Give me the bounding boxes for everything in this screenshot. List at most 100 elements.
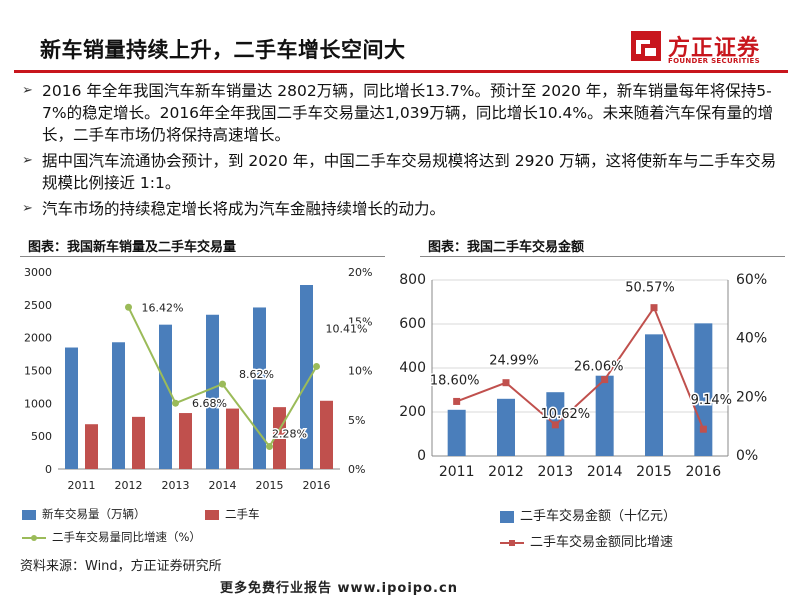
y-tick-label: 2500 [24,299,52,312]
line-point [125,303,132,311]
chart2-title-rule [420,256,785,257]
line-point [601,376,609,384]
line-point [313,362,320,370]
legend-line-marker [22,534,46,541]
legend-label: 新车交易量（万辆） [42,507,146,521]
legend-line-marker [500,539,524,546]
page-title: 新车销量持续上升，二手车增长空间大 [40,38,406,62]
y-tick-label: 3000 [24,266,52,279]
x-tick-label: 2014 [587,464,623,480]
chart-new-and-used-volume: 0 500 1000 1500 2000 2500 3000 0% 5% 10% 15% 20% 201… [24,266,372,492]
legend-swatch [22,509,36,520]
legend-label: 二手车交易量同比增速（%） [52,530,201,544]
y-tick-label: 2000 [24,332,52,345]
data-label: 24.99% [489,354,539,369]
bullet-item: ➢ 汽车市场的持续稳定增长将成为汽车金融持续增长的动力。 [20,198,780,220]
bullet-text: 2016 年全年我国汽车新车销量达 2802万辆，同比增长13.7%。预计至 2… [42,82,774,144]
bar [132,416,145,469]
y2-tick-label: 60% [736,272,767,288]
line-point [551,421,559,429]
bar [85,424,98,469]
bar [300,285,313,469]
y-tick-label: 800 [400,272,426,288]
arrow-bullet-icon: ➢ [22,83,33,98]
line-point [650,304,658,312]
series-line [127,306,318,449]
y2-tick-label: 0% [736,448,758,464]
x-tick-label: 2013 [538,464,574,480]
bar [206,314,219,469]
data-label: 10.62% [541,407,591,422]
x-tick-label: 2013 [162,479,190,492]
bar [447,409,466,456]
chart1-title: 图表：我国新车销量及二手车交易量 [28,240,237,255]
y-tick-label: 0 [417,448,426,464]
arrow-bullet-icon: ➢ [22,201,33,216]
x-tick-label: 2011 [439,464,475,480]
y2-tick-label: 40% [736,331,767,347]
bar [320,400,333,469]
line-point [266,443,273,451]
line-point [699,425,707,433]
footer-text: 更多免费行业报告 www.ipoipo.cn [220,581,458,596]
legend-swatch [205,509,219,520]
legend-used-car: 二手车 [205,506,260,522]
x-tick-label: 2011 [68,479,96,492]
bar [159,324,172,469]
series-line [456,305,705,430]
x-tick-label: 2014 [209,479,237,492]
y2-tick-label: 5% [348,414,365,427]
arrow-bullet-icon: ➢ [22,153,33,168]
legend-label: 二手车 [225,507,260,521]
legend-used-value: 二手车交易金额（十亿元） [500,505,676,524]
data-label: 9.14% [691,393,732,408]
bar [112,342,125,469]
logo-text-en: FOUNDER SECURITIES [668,57,760,65]
y-tick-label: 1500 [24,365,52,378]
header-rule [14,70,788,73]
bullet-text: 据中国汽车流通协会预计，到 2020 年，中国二手车交易规模将达到 2920 万… [42,152,777,192]
line-point [172,399,179,407]
y2-tick-label: 0% [348,463,365,476]
brand-logo: 方正证券 FOUNDER SECURITIES [630,28,780,72]
bar [65,347,78,469]
bar [595,375,614,456]
logo-icon [631,31,661,61]
source-note: 资料来源：Wind，方正证券研究所 [20,559,222,574]
bar [253,307,266,469]
data-label: 18.60% [430,373,480,388]
x-tick-label: 2012 [488,464,524,480]
legend-new-car: 新车交易量（万辆） [22,506,146,522]
logo-text-cn: 方正证券 [668,36,761,61]
y2-tick-label: 15% [348,315,372,328]
bar [179,413,192,469]
data-label: 6.68% [192,397,227,410]
x-tick-label: 2015 [636,464,672,480]
legend-growth-rate: 二手车交易量同比增速（%） [22,529,201,545]
bullet-text: 汽车市场的持续稳定增长将成为汽车金融持续增长的动力。 [42,200,446,218]
line-point [219,380,226,388]
x-tick-label: 2015 [256,479,284,492]
legend-swatch [500,510,514,523]
y-tick-label: 0 [45,463,52,476]
y2-tick-label: 20% [348,266,372,279]
y-tick-label: 1000 [24,397,52,410]
x-tick-label: 2016 [686,464,722,480]
bar [497,398,515,456]
line-point [453,397,461,405]
y2-tick-label: 10% [348,365,372,378]
y2-tick-label: 20% [736,389,767,405]
bullet-item: ➢ 据中国汽车流通协会预计，到 2020 年，中国二手车交易规模将达到 2920… [20,150,780,194]
y-tick-label: 600 [400,316,426,332]
data-label: 8.62% [239,368,274,381]
bar [645,334,663,456]
legend-used-value-growth: 二手车交易金额同比增速 [500,531,673,550]
bar [694,323,713,456]
y-tick-label: 200 [400,404,426,420]
chart-used-car-value: 0 200 400 600 800 0% 20% 40% 60% 2011 2012 2013 2014… [400,272,767,480]
y-tick-label: 400 [400,360,426,376]
bullet-list: ➢ 2016 年全年我国汽车新车销量达 2802万辆，同比增长13.7%。预计至… [20,80,780,224]
data-label: 10.41% [326,322,368,335]
data-label: 2.28% [272,428,307,441]
legend-label: 二手车交易金额同比增速 [530,535,674,550]
